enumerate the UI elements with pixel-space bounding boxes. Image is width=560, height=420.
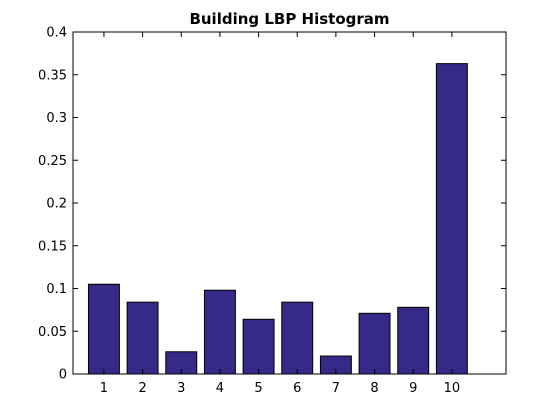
chart-title: Building LBP Histogram xyxy=(189,10,389,28)
x-axis: 1 2 3 4 5 6 7 8 9 10 xyxy=(100,32,460,396)
y-tick-label: 0.35 xyxy=(38,68,67,83)
y-tick-label: 0.05 xyxy=(38,325,67,340)
x-tick-label: 3 xyxy=(177,381,185,396)
bar-10 xyxy=(435,63,468,375)
x-tick-label: 2 xyxy=(138,381,146,396)
y-tick-label: 0.2 xyxy=(46,197,67,212)
y-tick-label: 0.4 xyxy=(46,26,67,41)
x-tick-label: 6 xyxy=(293,381,301,396)
bar-9 xyxy=(397,306,430,375)
bar-6 xyxy=(281,301,314,375)
bar-8 xyxy=(358,312,391,375)
y-tick-label: 0.25 xyxy=(38,154,67,169)
y-tick-label: 0.1 xyxy=(46,282,67,297)
x-tick-label: 8 xyxy=(370,381,378,396)
x-tick-label: 4 xyxy=(216,381,224,396)
x-tick-label: 9 xyxy=(409,381,417,396)
bars-group xyxy=(87,63,468,375)
y-axis: 0 0.05 0.1 0.15 0.2 0.25 0.3 0.35 0.4 xyxy=(38,26,506,383)
x-tick-label: 1 xyxy=(100,381,108,396)
bar-5 xyxy=(242,318,275,375)
bar-1 xyxy=(87,283,120,375)
bar-4 xyxy=(203,289,236,375)
x-tick-label: 5 xyxy=(254,381,262,396)
y-tick-label: 0.3 xyxy=(46,111,67,126)
y-tick-label: 0.15 xyxy=(38,239,67,254)
y-tick-label: 0 xyxy=(59,368,67,383)
bar-2 xyxy=(126,301,159,375)
x-tick-label: 10 xyxy=(444,381,461,396)
x-tick-label: 7 xyxy=(332,381,340,396)
